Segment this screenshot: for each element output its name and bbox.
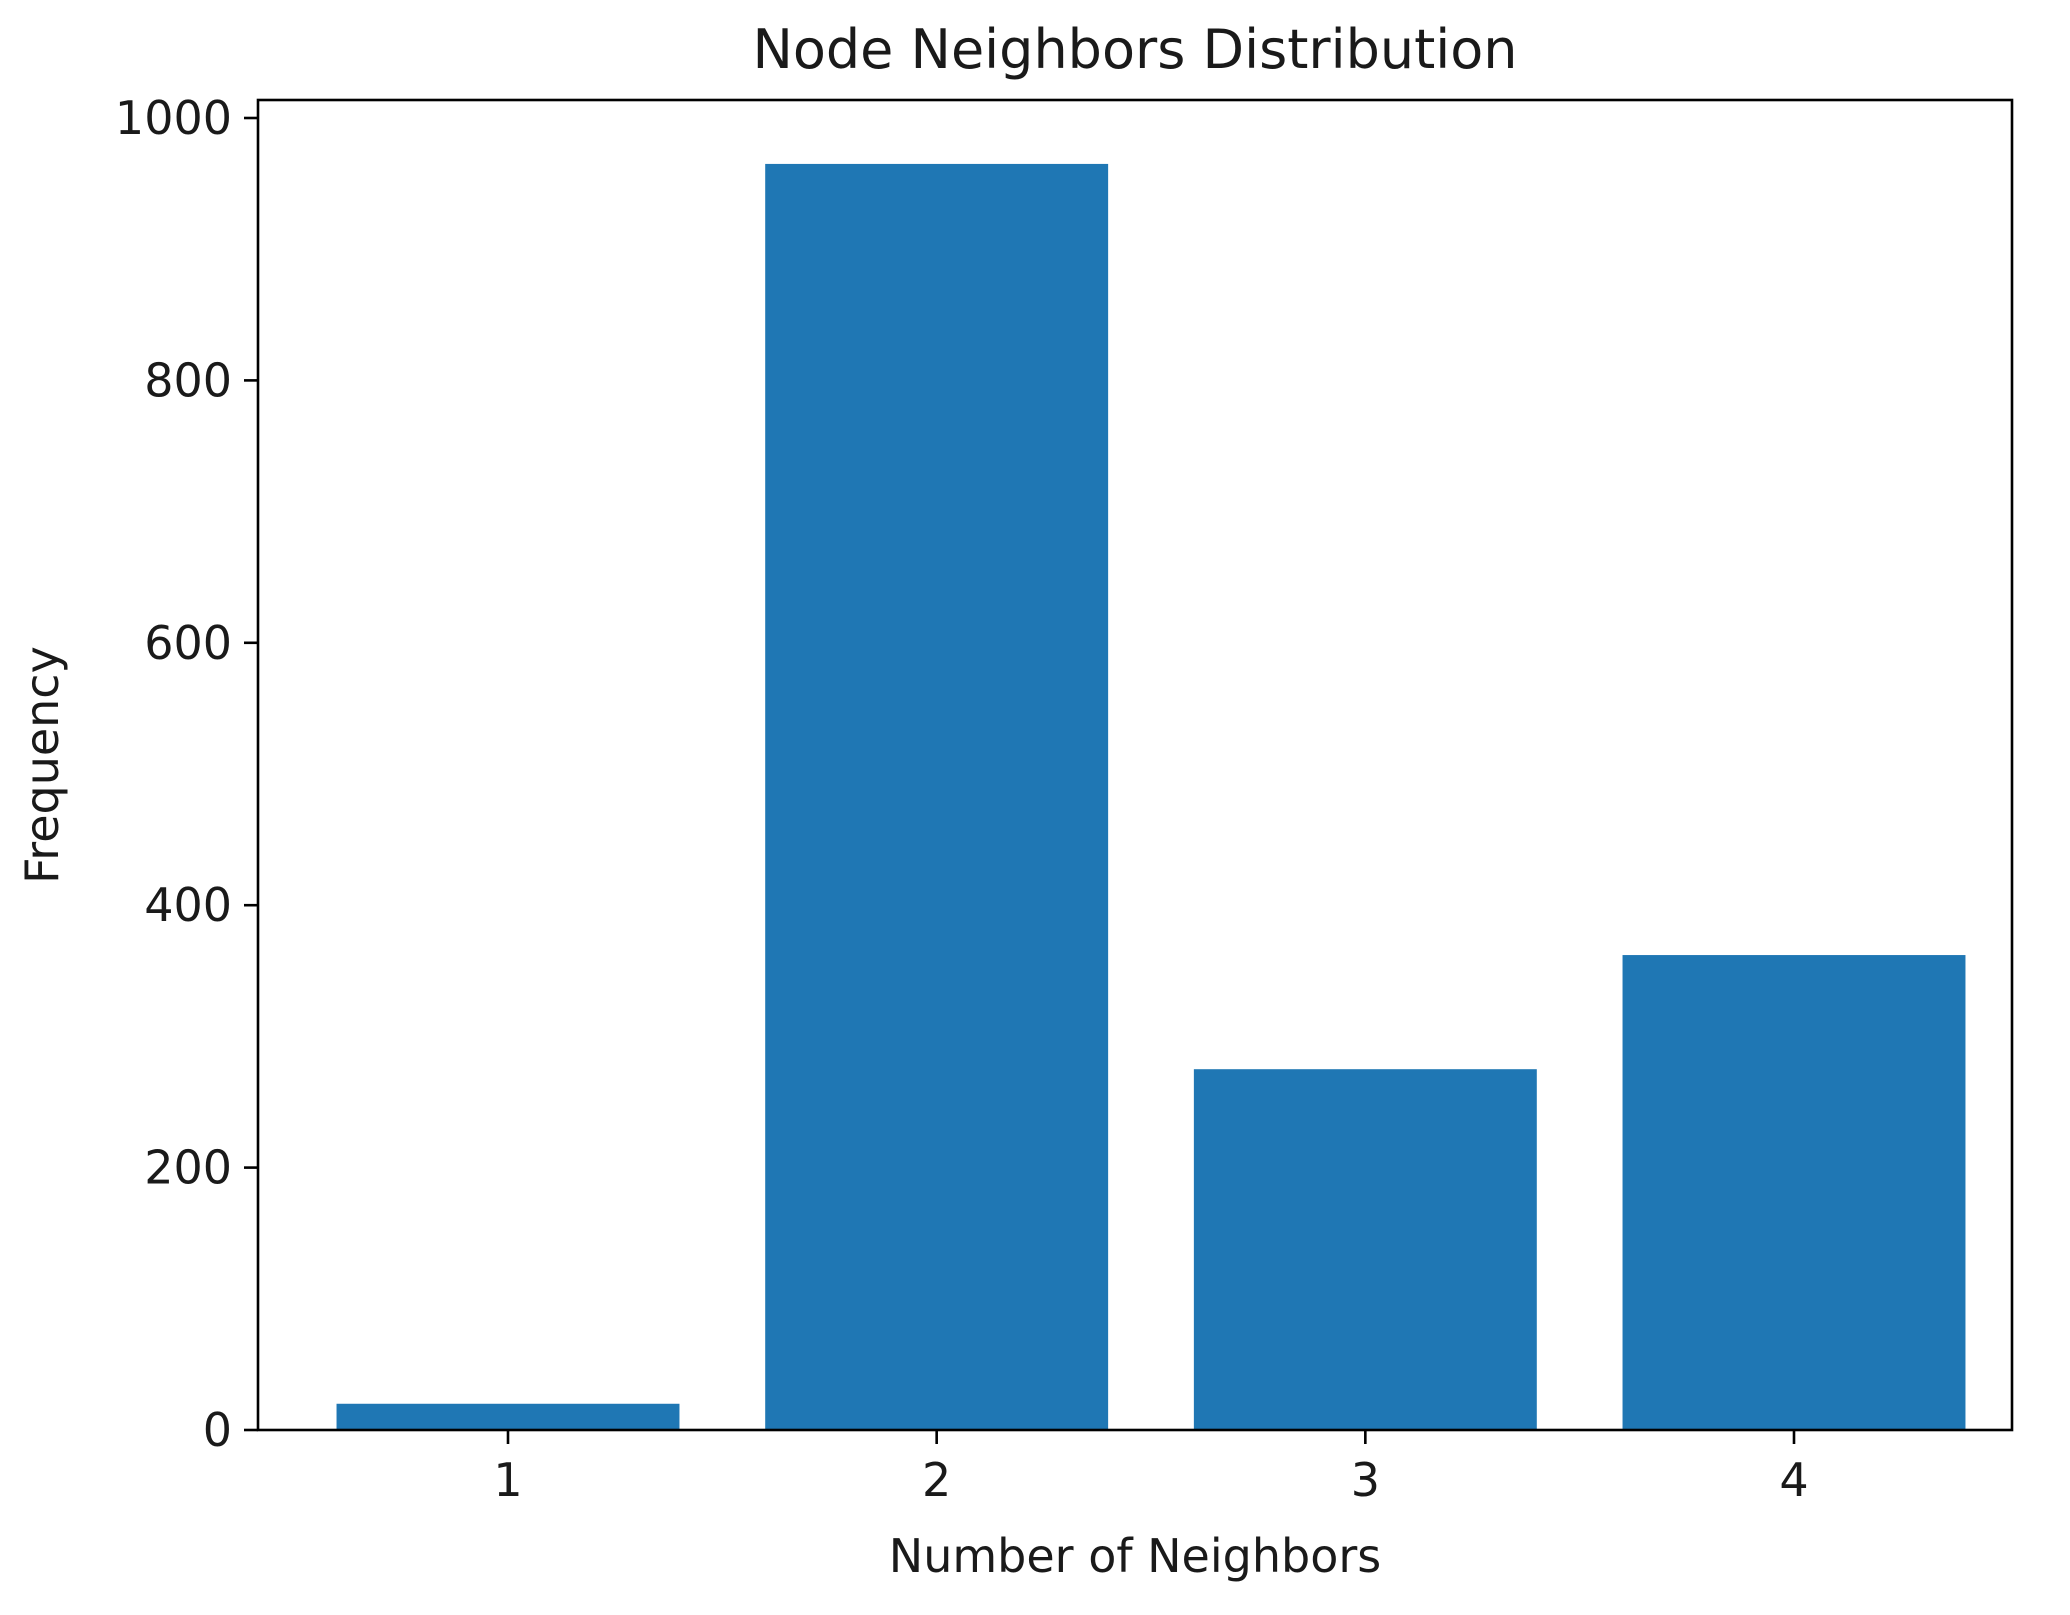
x-axis: 1 2 3 4	[493, 1430, 1809, 1507]
y-axis-label: Frequency	[15, 646, 69, 884]
bars-group	[336, 163, 1966, 1430]
y-tick-label-200: 200	[144, 1141, 232, 1195]
y-axis: 0 200 400 600 800 1000	[115, 91, 258, 1457]
bar-3	[1193, 1069, 1537, 1430]
x-tick-label-3: 3	[1351, 1453, 1380, 1507]
y-tick-label-400: 400	[144, 878, 232, 932]
x-tick-label-2: 2	[922, 1453, 951, 1507]
y-tick-label-800: 800	[144, 353, 232, 407]
y-tick-label-1000: 1000	[115, 91, 232, 145]
y-tick-label-600: 600	[144, 616, 232, 670]
x-tick-label-4: 4	[1779, 1453, 1808, 1507]
x-tick-label-1: 1	[493, 1453, 522, 1507]
y-tick-label-0: 0	[203, 1403, 232, 1457]
x-axis-label: Number of Neighbors	[889, 1529, 1381, 1583]
chart-title: Node Neighbors Distribution	[752, 18, 1517, 81]
bar-2	[765, 163, 1109, 1430]
plot-frame	[256, 98, 2014, 1432]
bar-1	[336, 1403, 680, 1430]
bar-4	[1622, 955, 1966, 1430]
